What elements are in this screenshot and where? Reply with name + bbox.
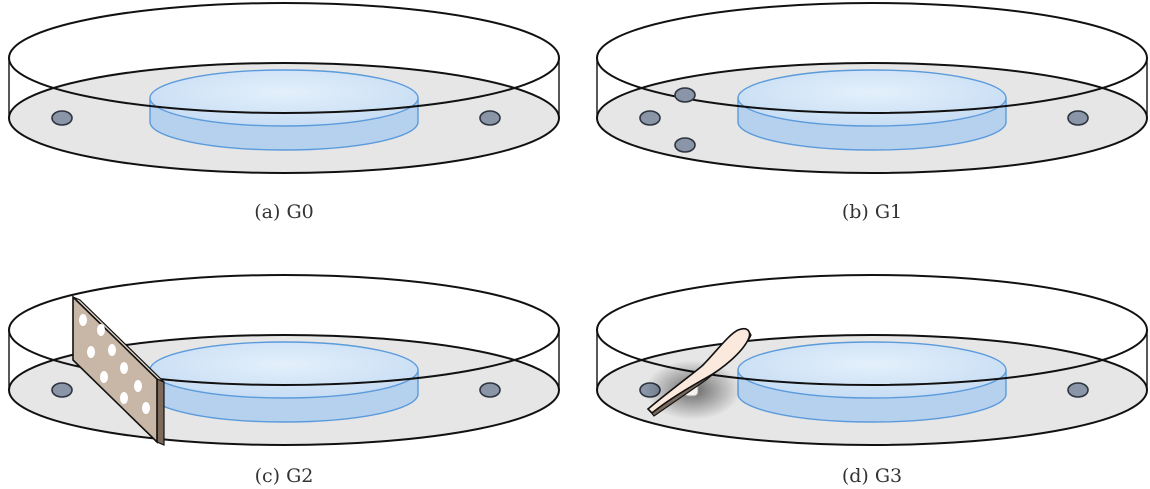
caption-a: (a) G0	[254, 201, 313, 223]
paddle-icon	[646, 327, 752, 417]
circle-marker-icon	[1067, 110, 1089, 126]
perforated-panel-icon	[72, 295, 165, 446]
circle-marker-icon	[674, 137, 696, 153]
caption-d: (d) G3	[842, 465, 902, 487]
circle-marker-icon	[479, 110, 501, 126]
panel-a: (a) G0	[8, 2, 560, 223]
circle-marker-icon	[674, 87, 696, 103]
circle-marker-icon	[479, 382, 501, 398]
panel-b: (b) G1	[596, 2, 1148, 223]
panel-c: (c) G2	[8, 274, 560, 487]
circle-marker-icon	[639, 110, 661, 126]
circle-marker-icon	[1067, 382, 1089, 398]
panel-d: (d) G3	[596, 274, 1148, 487]
caption-b: (b) G1	[842, 201, 902, 223]
circle-marker-icon	[51, 110, 73, 126]
circle-marker-icon	[51, 382, 73, 398]
caption-c: (c) G2	[255, 465, 314, 487]
